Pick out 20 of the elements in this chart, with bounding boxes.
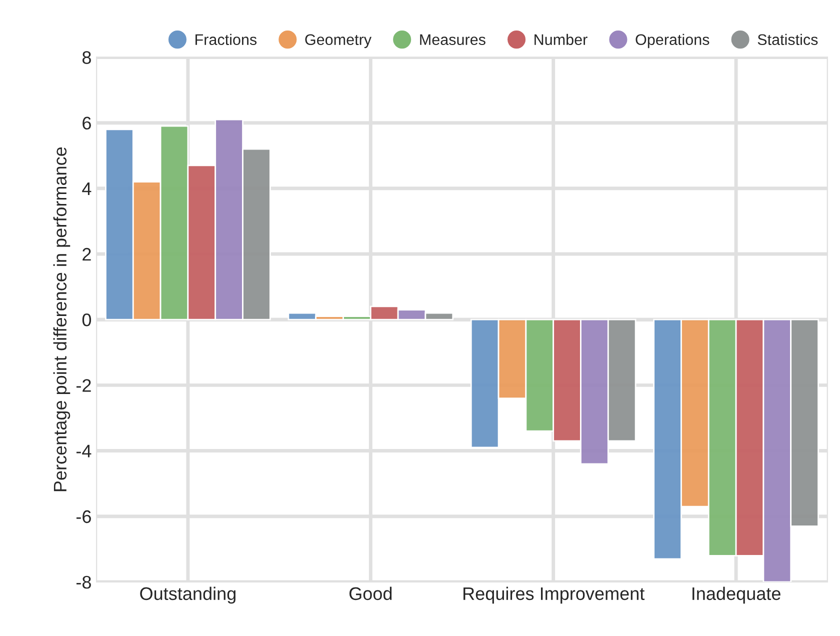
legend-label: Geometry	[305, 34, 372, 48]
y-tick-label: 2	[82, 248, 91, 261]
x-tick-label: Outstanding	[140, 586, 236, 604]
y-tick-label: 4	[82, 182, 92, 195]
y-tick-label: 6	[82, 116, 91, 130]
x-tick-label: Inadequate	[692, 586, 780, 604]
y-tick-label: -4	[76, 444, 92, 458]
legend-label: Number	[534, 34, 588, 46]
legend-label: Statistics	[758, 34, 818, 46]
legend-label: Measures	[420, 34, 486, 46]
x-tick-label: Requires Improvement	[464, 586, 645, 604]
y-tick-label: -6	[76, 510, 91, 524]
y-tick-label: -8	[76, 576, 91, 589]
legend-label: Operations	[636, 34, 710, 48]
y-tick-label: 0	[82, 314, 92, 326]
y-axis-title: Percentage point difference in performance	[53, 147, 70, 492]
y-tick-label: 8	[82, 51, 91, 64]
x-tick-label: Good	[349, 586, 392, 600]
legend-label: Fractions	[196, 34, 257, 46]
y-tick-label: -2	[76, 379, 91, 392]
